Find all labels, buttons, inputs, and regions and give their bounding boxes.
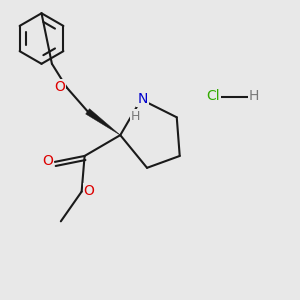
Polygon shape [86,109,120,135]
Text: Cl: Cl [206,89,220,103]
Text: O: O [54,80,65,94]
Text: H: H [249,89,259,103]
Text: N: N [137,92,148,106]
Text: O: O [42,154,53,168]
Text: O: O [84,184,94,198]
Text: H: H [131,110,140,123]
